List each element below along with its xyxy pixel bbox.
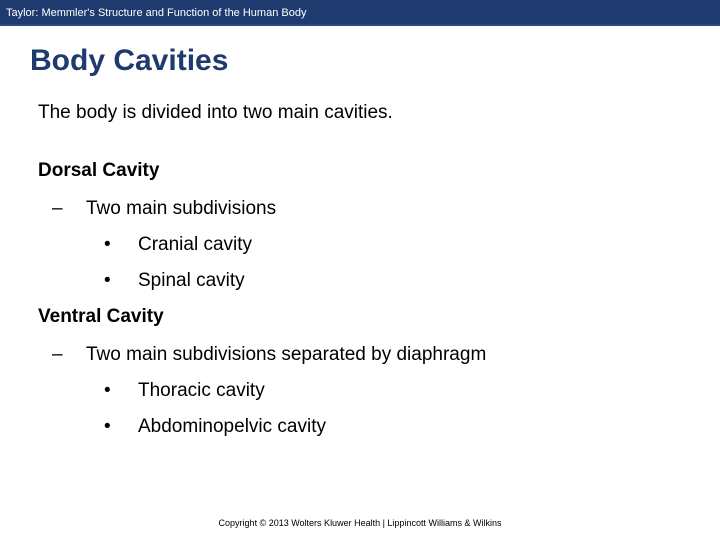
header-bar: Taylor: Memmler's Structure and Function… <box>0 0 720 26</box>
bullet-text: Thoracic cavity <box>130 380 265 401</box>
slide-content: Body Cavities The body is divided into t… <box>0 26 720 438</box>
footer-copyright: Copyright © 2013 Wolters Kluwer Health |… <box>0 518 720 528</box>
bullet-item: Cranial cavity <box>30 234 690 256</box>
dash-item: Two main subdivisions separated by diaph… <box>30 344 690 366</box>
bullet-item: Abdominopelvic cavity <box>30 416 690 438</box>
header-text: Taylor: Memmler's Structure and Function… <box>6 7 306 19</box>
section-heading-ventral: Ventral Cavity <box>30 306 690 328</box>
slide-intro: The body is divided into two main caviti… <box>30 102 690 124</box>
bullet-text: Cranial cavity <box>130 234 252 255</box>
dash-text: Two main subdivisions separated by diaph… <box>70 344 486 365</box>
bullet-text: Abdominopelvic cavity <box>130 416 326 437</box>
dash-text: Two main subdivisions <box>70 198 276 219</box>
bullet-text: Spinal cavity <box>130 270 245 291</box>
slide-title: Body Cavities <box>30 44 690 78</box>
bullet-item: Spinal cavity <box>30 270 690 292</box>
bullet-item: Thoracic cavity <box>30 380 690 402</box>
section-heading-dorsal: Dorsal Cavity <box>30 160 690 182</box>
dash-item: Two main subdivisions <box>30 198 690 220</box>
